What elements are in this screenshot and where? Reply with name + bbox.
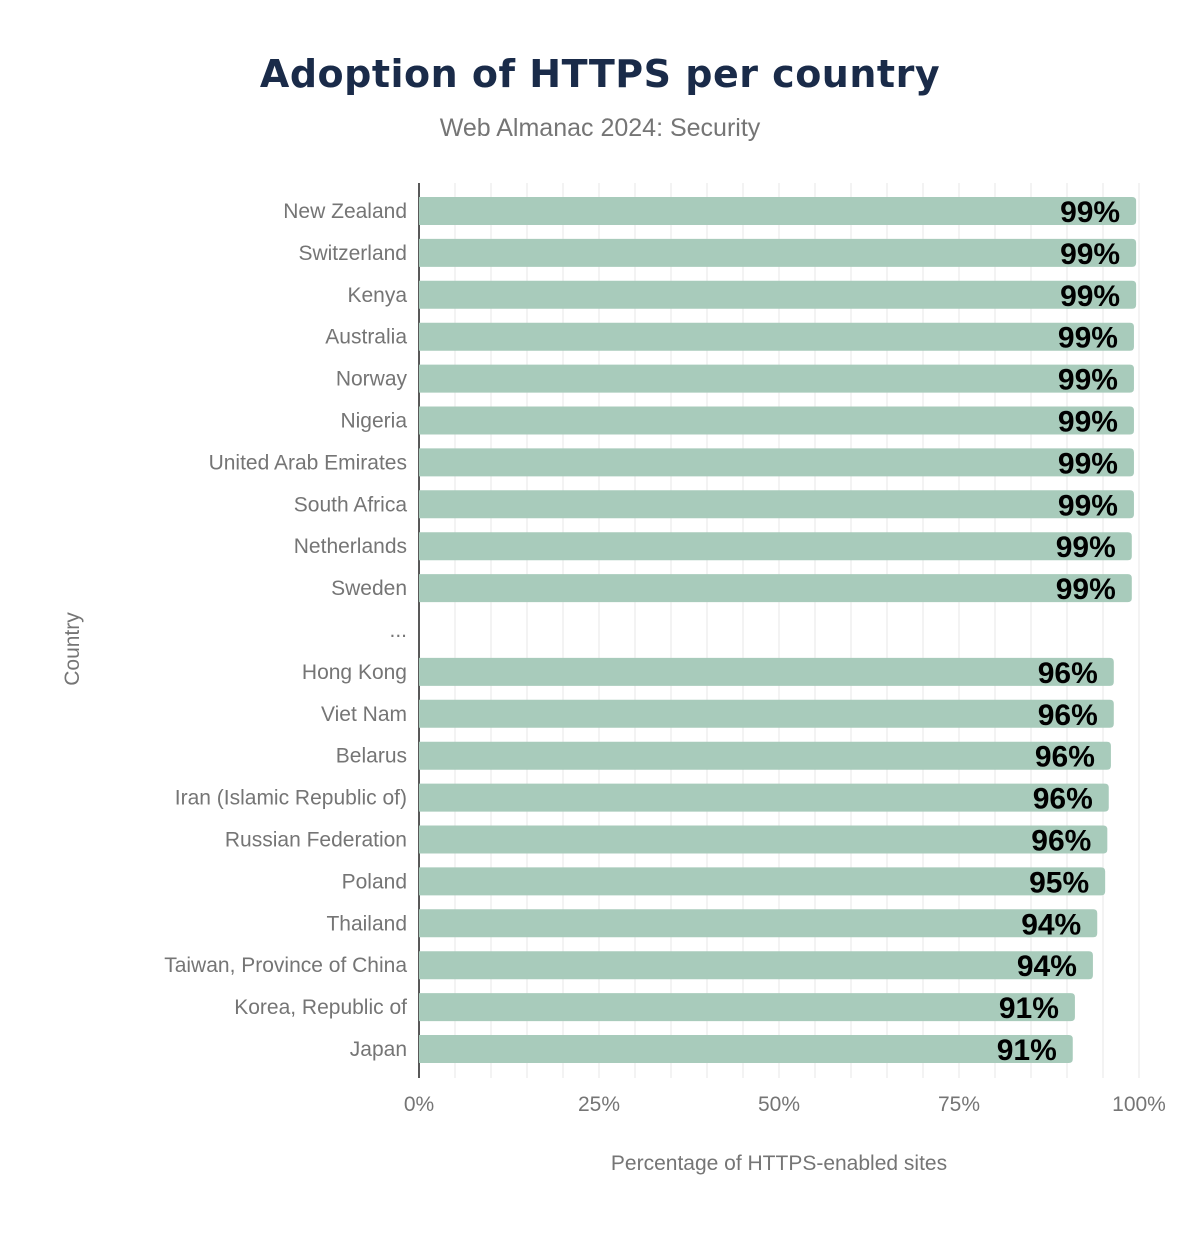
x-tick-label: 50% — [758, 1093, 800, 1116]
category-label: Viet Nam — [321, 703, 407, 726]
category-label: South Africa — [294, 493, 408, 516]
bar — [419, 993, 1075, 1022]
data-label: 96% — [1035, 741, 1095, 774]
bar — [419, 448, 1134, 477]
data-label: 96% — [1031, 825, 1091, 858]
data-label: 99% — [1060, 280, 1120, 313]
x-tick-label: 0% — [404, 1093, 434, 1116]
data-label: 91% — [999, 992, 1059, 1025]
category-label: Kenya — [347, 284, 407, 307]
category-label: Taiwan, Province of China — [164, 954, 407, 977]
data-label: 96% — [1038, 657, 1098, 690]
data-label: 99% — [1060, 238, 1120, 271]
category-label: Poland — [342, 870, 407, 893]
category-label: Australia — [325, 326, 407, 349]
bar — [419, 741, 1111, 770]
bar — [419, 364, 1134, 393]
data-label: 94% — [1021, 908, 1081, 941]
data-label: 99% — [1060, 196, 1120, 229]
bar — [419, 1035, 1073, 1063]
x-axis-title: Percentage of HTTPS-enabled sites — [611, 1152, 947, 1175]
data-label: 99% — [1058, 322, 1118, 355]
data-label: 99% — [1058, 489, 1118, 522]
category-label: Japan — [350, 1038, 407, 1061]
x-tick-label: 100% — [1112, 1093, 1166, 1116]
data-label: 95% — [1029, 866, 1089, 899]
bar — [419, 406, 1134, 435]
category-label: Netherlands — [294, 535, 407, 558]
x-tick-label: 25% — [578, 1093, 620, 1116]
category-label: Thailand — [326, 912, 407, 935]
category-label: Belarus — [336, 745, 407, 768]
category-label: Switzerland — [298, 242, 407, 265]
bar — [419, 699, 1114, 728]
data-label: 99% — [1056, 573, 1116, 606]
category-label: Korea, Republic of — [234, 996, 407, 1019]
bar — [419, 532, 1132, 561]
bar — [419, 825, 1108, 854]
category-label: Nigeria — [340, 410, 407, 433]
bar — [419, 951, 1093, 980]
category-label: ... — [389, 619, 407, 642]
category-label: United Arab Emirates — [209, 451, 407, 474]
chart-title: Adoption of HTTPS per country — [259, 52, 941, 96]
bar — [419, 783, 1109, 812]
data-label: 94% — [1017, 950, 1077, 983]
y-axis-title: Country — [61, 612, 84, 686]
data-label: 99% — [1058, 406, 1118, 439]
bar — [419, 197, 1137, 225]
category-label: Sweden — [331, 577, 407, 600]
bar — [419, 322, 1134, 351]
category-label: Iran (Islamic Republic of) — [175, 787, 407, 810]
bar — [419, 867, 1106, 896]
bar — [419, 657, 1114, 686]
data-label: 96% — [1038, 699, 1098, 732]
category-label: New Zealand — [283, 200, 407, 223]
x-tick-label: 75% — [938, 1093, 980, 1116]
data-label: 99% — [1056, 531, 1116, 564]
category-label: Hong Kong — [302, 661, 407, 684]
data-label: 91% — [997, 1034, 1057, 1067]
bar — [419, 490, 1134, 519]
data-label: 99% — [1058, 364, 1118, 397]
data-label: 96% — [1033, 783, 1093, 816]
category-label: Norway — [336, 368, 408, 391]
bar — [419, 238, 1137, 267]
category-label: Russian Federation — [225, 829, 407, 852]
bar — [419, 574, 1132, 603]
data-label: 99% — [1058, 447, 1118, 480]
bar — [419, 280, 1137, 309]
bar — [419, 909, 1098, 938]
chart-subtitle: Web Almanac 2024: Security — [439, 114, 761, 142]
